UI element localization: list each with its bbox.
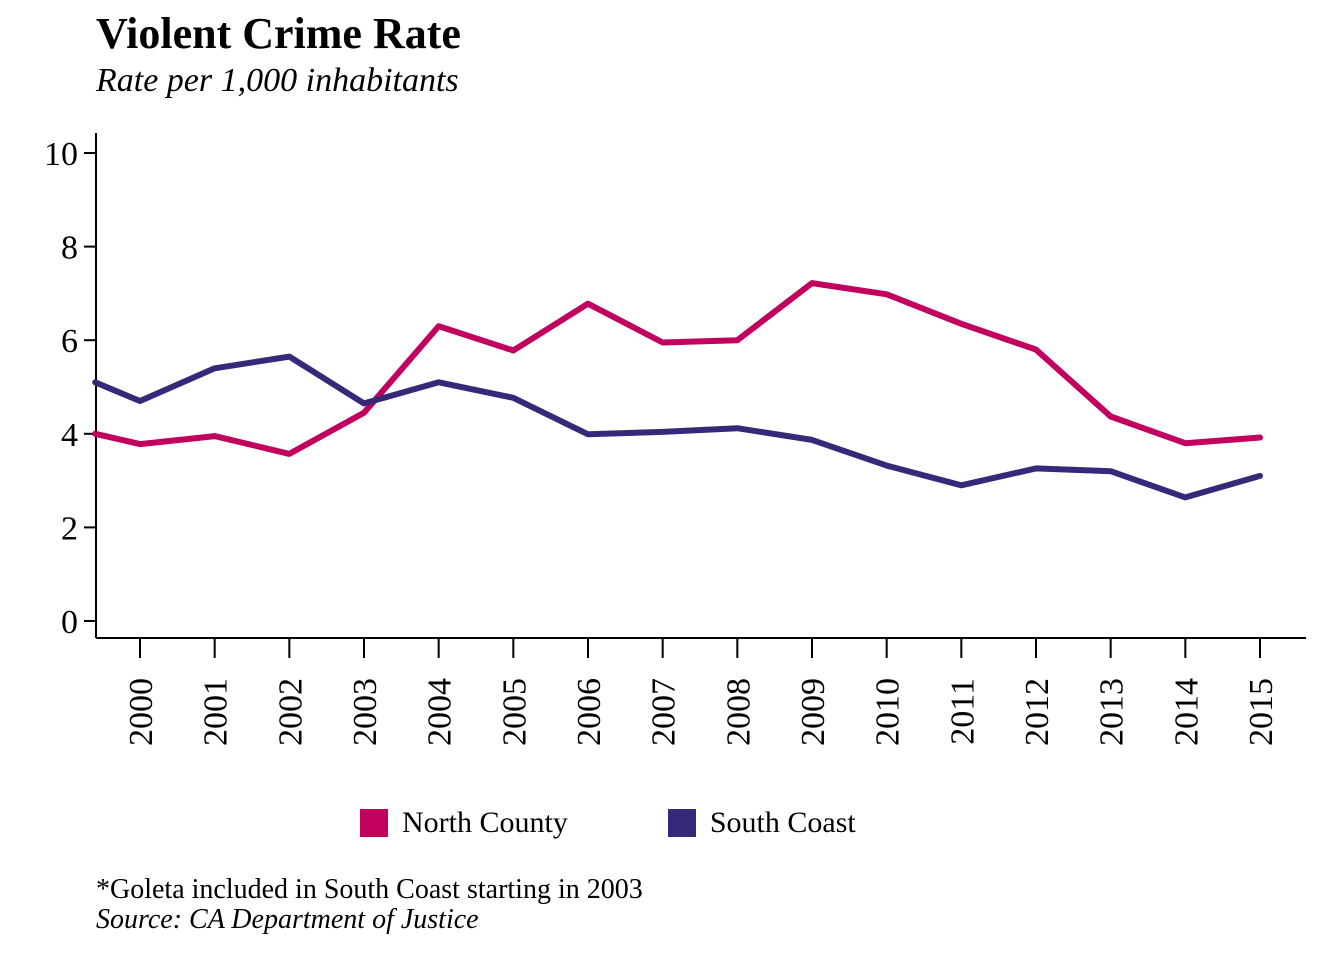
legend-swatch-north-county (360, 809, 388, 837)
x-tick-label: 2014 (1168, 678, 1205, 746)
x-tick-label: 2013 (1094, 678, 1131, 746)
chart-title: Violent Crime Rate (96, 9, 461, 58)
legend-label-north-county: North County (402, 806, 568, 839)
legend-swatch-south-coast (667, 809, 696, 837)
x-tick-label: 2015 (1243, 678, 1280, 746)
y-tick-label: 0 (61, 604, 78, 641)
series-line-south-coast (92, 353, 1263, 501)
legend-item-south-coast: South Coast (667, 806, 856, 840)
x-tick-label: 2007 (646, 678, 683, 746)
x-tick-label: 2010 (870, 678, 907, 746)
legend-label-south-coast: South Coast (709, 806, 856, 839)
x-tick-label: 2011 (944, 678, 981, 745)
footnote: *Goleta included in South Coast starting… (96, 874, 643, 905)
x-tick-label: 2006 (571, 678, 608, 746)
chart-subtitle: Rate per 1,000 inhabitants (96, 62, 459, 99)
y-tick-label: 8 (61, 230, 78, 267)
axes: 0 2 4 6 8 10 2000 2001 2002 2003 2004 2005 2006 2007 2… (44, 133, 1306, 746)
x-tick-label: 2000 (123, 678, 160, 746)
x-tick-label: 2003 (347, 678, 384, 746)
x-tick-label: 2004 (422, 678, 459, 746)
series-group (92, 280, 1263, 501)
source-note: Source: CA Department of Justice (96, 904, 479, 935)
x-tick-label: 2002 (272, 678, 309, 746)
y-tick-label: 10 (44, 136, 78, 173)
y-tick-label: 4 (61, 417, 78, 454)
x-tick-label: 2008 (720, 678, 757, 746)
x-tick-label: 2005 (496, 678, 533, 746)
y-tick-label: 6 (61, 323, 78, 360)
x-tick-label: 2012 (1019, 678, 1056, 746)
legend-item-north-county: North County (360, 806, 568, 840)
x-tick-label: 2001 (198, 678, 235, 746)
y-tick-label: 2 (61, 510, 78, 547)
x-tick-label: 2009 (795, 678, 832, 746)
legend: North County South Coast (360, 806, 956, 840)
